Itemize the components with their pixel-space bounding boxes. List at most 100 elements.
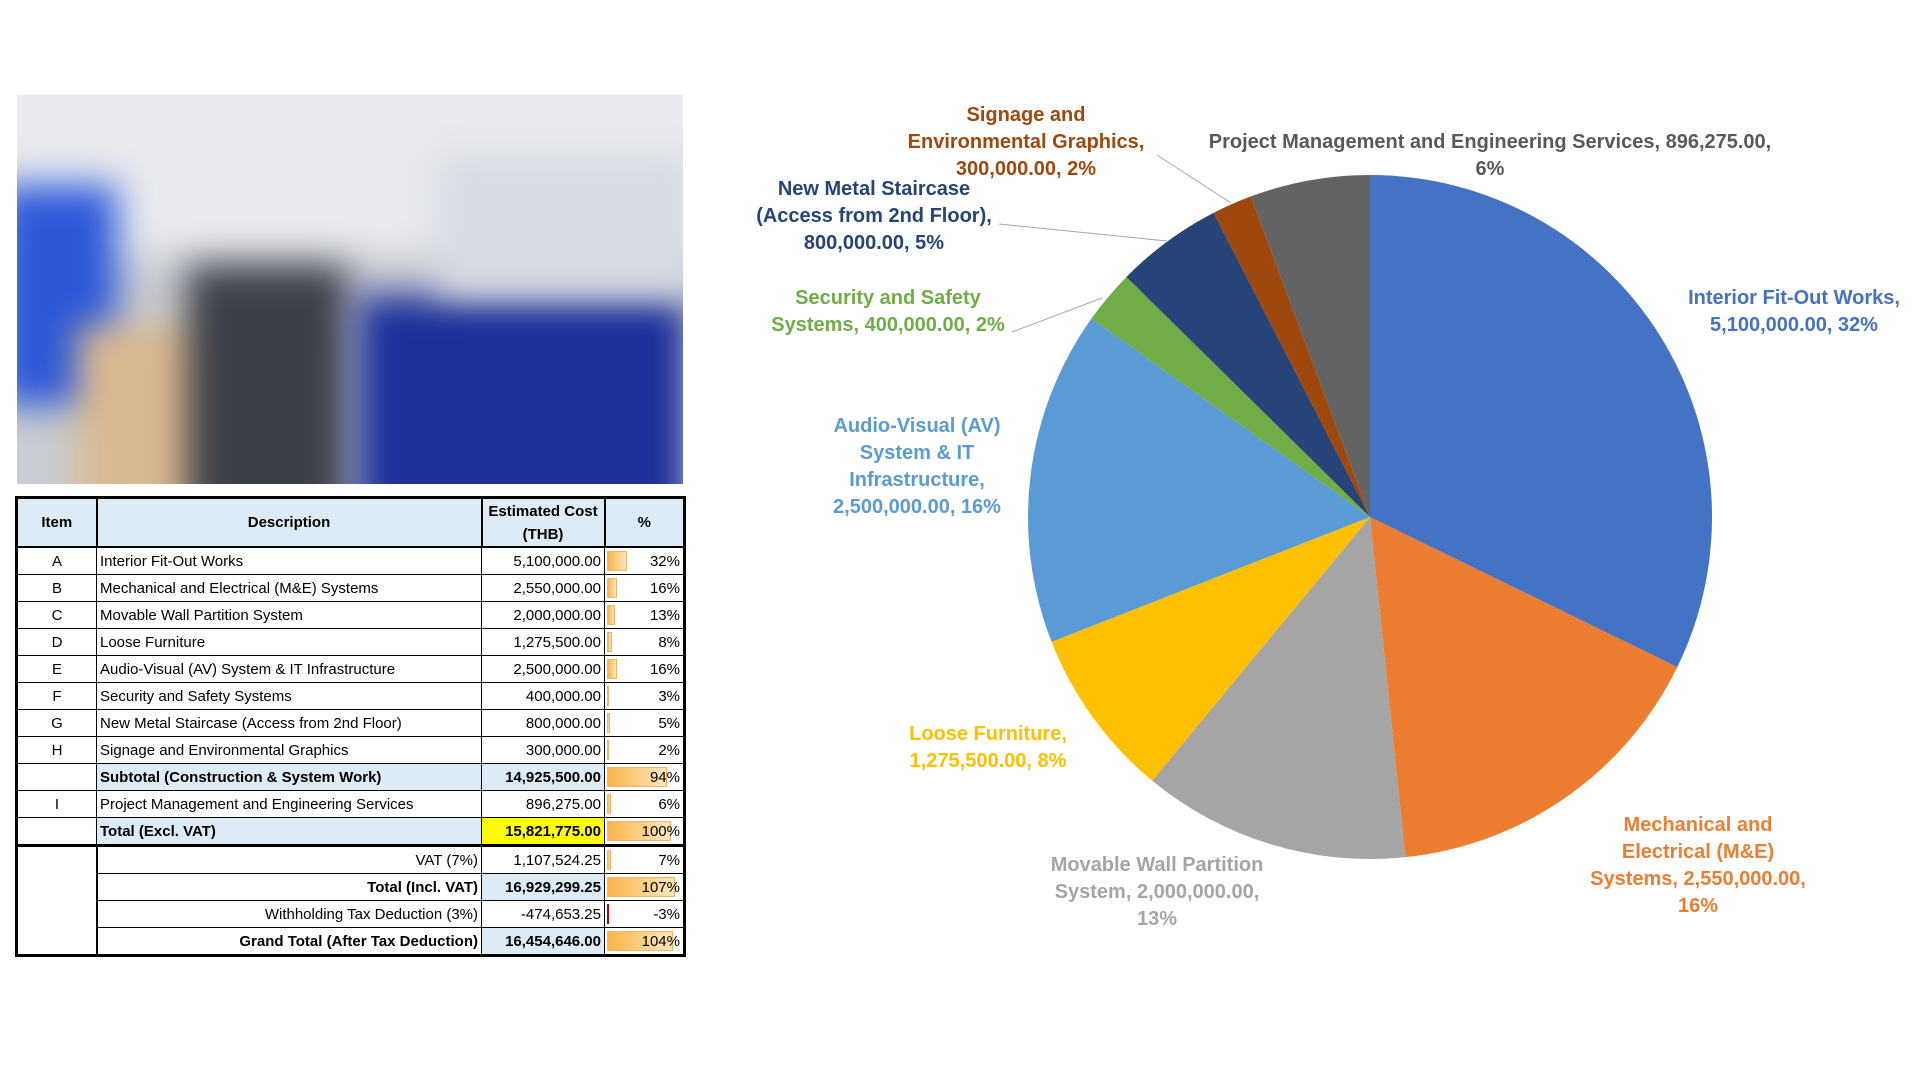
office-interior-photo-blurred xyxy=(17,95,683,484)
percent-value: 16% xyxy=(649,579,680,597)
table-row: I Project Management and Engineering Ser… xyxy=(16,790,685,818)
header-item: Item xyxy=(15,496,98,548)
header-cost-line2: (THB) xyxy=(522,525,564,543)
header-description: Description xyxy=(95,496,483,548)
header-cost-line1: Estimated Cost xyxy=(488,502,598,520)
pie-slice-8 xyxy=(1250,175,1370,517)
data-label-line: Audio-Visual (AV) xyxy=(833,415,1001,437)
percent-value: 6% xyxy=(658,795,680,813)
data-label-line: 6% xyxy=(1475,158,1505,180)
summary-cost: 16,454,646.00 xyxy=(481,927,605,956)
empty-cell xyxy=(16,844,98,956)
data-bar xyxy=(607,821,671,841)
item-description: New Metal Staircase (Access from 2nd Flo… xyxy=(96,709,482,737)
pie-slice-4 xyxy=(1028,318,1370,642)
percent-cell: 16% xyxy=(604,655,685,683)
data-bar xyxy=(607,659,618,679)
summary-cost: 1,107,524.25 xyxy=(481,844,605,874)
percent-value: -3% xyxy=(653,905,680,923)
summary-cost: -474,653.25 xyxy=(481,900,605,928)
header-percent: % xyxy=(603,496,686,548)
percent-value: 3% xyxy=(658,687,680,705)
data-label-line: Electrical (M&E) xyxy=(1621,841,1775,863)
data-label-line: 800,000.00, 5% xyxy=(803,232,945,254)
item-cost: 800,000.00 xyxy=(481,709,605,737)
item-description: Movable Wall Partition System xyxy=(96,601,482,629)
item-code xyxy=(16,763,97,791)
data-bar xyxy=(607,605,616,625)
table-row: H Signage and Environmental Graphics 300… xyxy=(16,736,685,764)
percent-value: 5% xyxy=(658,714,680,732)
data-bar xyxy=(607,551,628,571)
data-label-line: Systems, 2,550,000.00, xyxy=(1590,868,1806,890)
data-bar xyxy=(607,740,609,760)
data-label-line: Signage and xyxy=(966,104,1086,126)
percent-cell: 107% xyxy=(604,873,685,901)
item-code: A xyxy=(16,546,97,575)
table-row: D Loose Furniture 1,275,500.00 8% xyxy=(16,628,685,656)
data-label-line: Security and Safety xyxy=(795,287,981,309)
summary-description: VAT (7%) xyxy=(96,844,482,874)
pie-slice-5 xyxy=(1091,276,1370,517)
data-label-line: Interior Fit-Out Works, xyxy=(1688,287,1900,309)
data-label-1: Mechanical and Electrical (M&E) Systems, 2… xyxy=(1590,812,1806,920)
item-code: E xyxy=(16,655,97,683)
item-cost: 5,100,000.00 xyxy=(481,546,605,575)
percent-value: 2% xyxy=(658,741,680,759)
percent-cell: 5% xyxy=(604,709,685,737)
data-label-line: Movable Wall Partition xyxy=(1050,854,1264,876)
summary-row: VAT (7%) 1,107,524.25 7% xyxy=(16,844,685,956)
data-label-line: Environmental Graphics, xyxy=(907,131,1145,153)
pie-slice-2 xyxy=(1152,517,1406,859)
data-label-line: Loose Furniture, xyxy=(909,723,1067,745)
summary-description: Grand Total (After Tax Deduction) xyxy=(96,927,482,956)
leader-line-signage xyxy=(1156,154,1232,204)
data-bar xyxy=(607,713,611,733)
percent-cell: 7% xyxy=(604,844,685,874)
percent-value: 13% xyxy=(649,606,680,624)
data-label-line: Mechanical and xyxy=(1623,814,1773,836)
data-label-6: New Metal Staircase (Access from 2nd Floo… xyxy=(756,176,992,257)
item-description: Subtotal (Construction & System Work) xyxy=(96,763,482,791)
percent-value: 8% xyxy=(658,633,680,651)
data-bar xyxy=(607,578,618,598)
data-label-line: 1,275,500.00, 8% xyxy=(909,750,1067,772)
item-cost: 15,821,775.00 xyxy=(481,817,605,846)
data-label-line: 13% xyxy=(1136,908,1178,930)
header-estimated-cost: Estimated Cost (THB) xyxy=(480,496,606,548)
item-description: Security and Safety Systems xyxy=(96,682,482,710)
table-row: E Audio-Visual (AV) System & IT Infrastr… xyxy=(16,655,685,683)
table-row: A Interior Fit-Out Works 5,100,000.00 32… xyxy=(16,546,685,575)
pie-slice-7 xyxy=(1213,196,1370,517)
table-row: C Movable Wall Partition System 2,000,00… xyxy=(16,601,685,629)
percent-value: 104% xyxy=(641,932,680,950)
percent-cell: 94% xyxy=(604,763,685,791)
summary-cost: 16,929,299.25 xyxy=(481,873,605,901)
data-label-line: Systems, 400,000.00, 2% xyxy=(771,314,1005,336)
data-bar xyxy=(607,877,676,897)
percent-value: 100% xyxy=(641,822,680,840)
data-label-0: Interior Fit-Out Works, 5,100,000.00, 32% xyxy=(1688,285,1900,339)
item-description: Total (Excl. VAT) xyxy=(96,817,482,846)
data-label-line: New Metal Staircase xyxy=(777,178,971,200)
item-code: I xyxy=(16,790,97,818)
percent-value: 16% xyxy=(649,660,680,678)
table-row: F Security and Safety Systems 400,000.00… xyxy=(16,682,685,710)
summary-row: Grand Total (After Tax Deduction) 16,454… xyxy=(17,927,685,956)
data-bar xyxy=(607,794,611,814)
data-label-line: System & IT xyxy=(859,442,975,464)
pie-slice-0 xyxy=(1370,175,1713,668)
data-label-line: 2,500,000.00, 16% xyxy=(833,496,1001,518)
percent-value: 7% xyxy=(658,851,680,869)
data-bar xyxy=(607,931,674,951)
percent-cell: 32% xyxy=(604,546,685,575)
item-cost: 2,550,000.00 xyxy=(481,574,605,602)
item-cost: 896,275.00 xyxy=(481,790,605,818)
data-bar xyxy=(607,767,667,787)
percent-cell: 13% xyxy=(604,601,685,629)
leader-line-staircase xyxy=(998,223,1168,242)
item-cost: 2,000,000.00 xyxy=(481,601,605,629)
item-description: Mechanical and Electrical (M&E) Systems xyxy=(96,574,482,602)
data-label-line: (Access from 2nd Floor), xyxy=(756,205,992,227)
